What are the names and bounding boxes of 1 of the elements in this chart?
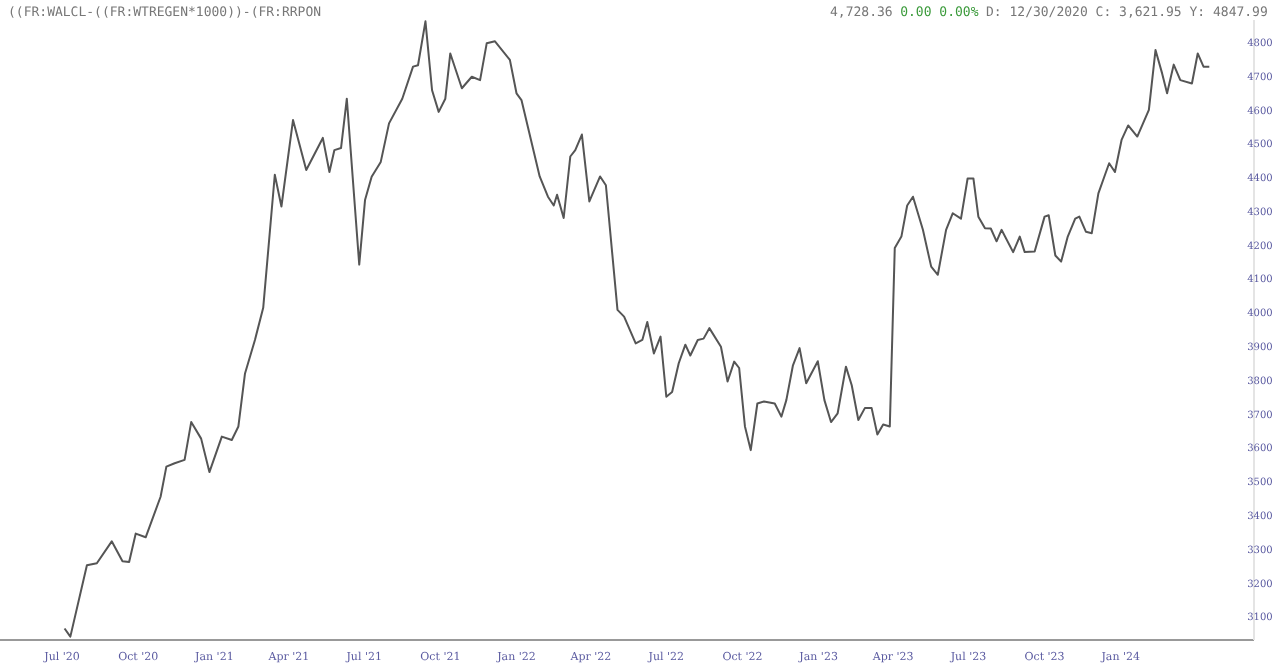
line-series: [63, 20, 1211, 638]
